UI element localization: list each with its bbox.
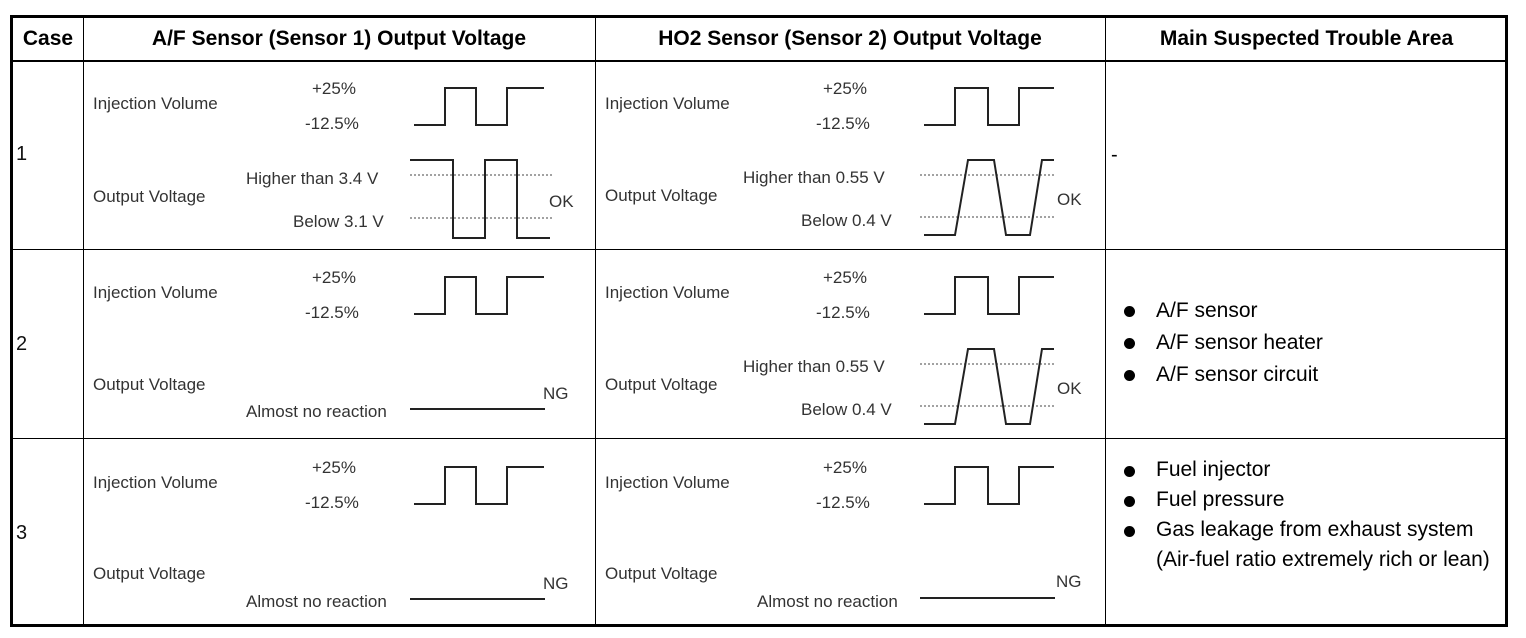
output-voltage-label: Output Voltage (605, 186, 718, 205)
plus25-label: +25% (312, 79, 356, 98)
result-label: OK (1057, 190, 1082, 209)
plus25-label: +25% (312, 268, 356, 287)
plus25-label: +25% (312, 458, 356, 477)
plus25-label: +25% (823, 268, 867, 287)
injection-volume-label: Injection Volume (605, 94, 730, 113)
header-ho2-sensor: HO2 Sensor (Sensor 2) Output Voltage (658, 27, 1042, 50)
almost-no-reaction-label: Almost no reaction (246, 402, 387, 421)
list-item: Fuel injector (1120, 455, 1512, 485)
bullet-icon (1124, 338, 1135, 349)
threshold-low-label: Below 0.4 V (801, 211, 892, 230)
row-divider (13, 438, 1505, 439)
bullet-icon (1124, 526, 1135, 537)
injection-waveform (920, 276, 1055, 425)
injection-volume-label: Injection Volume (605, 473, 730, 492)
header-case: Case (22, 27, 74, 50)
output-voltage-label: Output Voltage (605, 375, 718, 394)
col-divider (595, 18, 596, 624)
result-label: NG (1056, 572, 1082, 591)
threshold-high-label: Higher than 0.55 V (743, 357, 885, 376)
trouble-area-text: - (1111, 144, 1118, 166)
trouble-area-list: Fuel injector Fuel pressure Gas leakage … (1120, 455, 1512, 575)
trouble-area-list: A/F sensor A/F sensor heater A/F sensor … (1120, 295, 1323, 391)
bullet-icon (1124, 370, 1135, 381)
bullet-icon (1124, 306, 1135, 317)
col-divider (83, 18, 84, 624)
results-table: Case A/F Sensor (Sensor 1) Output Voltag… (10, 15, 1508, 627)
minus125-label: -12.5% (816, 114, 870, 133)
case-number: 2 (16, 333, 28, 355)
list-item: A/F sensor (1120, 295, 1323, 327)
injection-volume-label: Injection Volume (605, 283, 730, 302)
almost-no-reaction-label: Almost no reaction (246, 592, 387, 611)
result-label: OK (549, 192, 574, 211)
injection-waveform (410, 466, 545, 600)
injection-waveform (920, 466, 1055, 599)
minus125-label: -12.5% (305, 114, 359, 133)
output-voltage-label: Output Voltage (605, 564, 718, 583)
list-item: Fuel pressure (1120, 485, 1512, 515)
result-label: NG (543, 384, 569, 403)
result-label: NG (543, 574, 569, 593)
output-voltage-label: Output Voltage (93, 187, 206, 206)
case-number: 3 (16, 522, 28, 544)
minus125-label: -12.5% (816, 303, 870, 322)
minus125-label: -12.5% (305, 303, 359, 322)
minus125-label: -12.5% (816, 493, 870, 512)
output-voltage-label: Output Voltage (93, 564, 206, 583)
injection-volume-label: Injection Volume (93, 473, 218, 492)
injection-waveform (410, 87, 552, 239)
plus25-label: +25% (823, 458, 867, 477)
threshold-low-label: Below 3.1 V (293, 212, 384, 231)
result-label: OK (1057, 379, 1082, 398)
list-item: A/F sensor circuit (1120, 359, 1323, 391)
threshold-high-label: Higher than 0.55 V (743, 168, 885, 187)
almost-no-reaction-label: Almost no reaction (757, 592, 898, 611)
bullet-icon (1124, 496, 1135, 507)
list-item: A/F sensor heater (1120, 327, 1323, 359)
threshold-high-label: Higher than 3.4 V (246, 169, 379, 188)
row-divider (13, 249, 1505, 250)
threshold-low-label: Below 0.4 V (801, 400, 892, 419)
minus125-label: -12.5% (305, 493, 359, 512)
bullet-icon (1124, 466, 1135, 477)
list-item: Gas leakage from exhaust system (Air-fue… (1120, 515, 1512, 575)
header-trouble-area: Main Suspected Trouble Area (1159, 27, 1454, 50)
header-af-sensor: A/F Sensor (Sensor 1) Output Voltage (151, 27, 527, 50)
injection-volume-label: Injection Volume (93, 94, 218, 113)
injection-waveform (410, 276, 545, 410)
plus25-label: +25% (823, 79, 867, 98)
col-divider (1105, 18, 1106, 624)
case-number: 1 (16, 143, 28, 165)
output-voltage-label: Output Voltage (93, 375, 206, 394)
header-divider (13, 60, 1505, 62)
injection-volume-label: Injection Volume (93, 283, 218, 302)
injection-waveform (920, 87, 1055, 236)
